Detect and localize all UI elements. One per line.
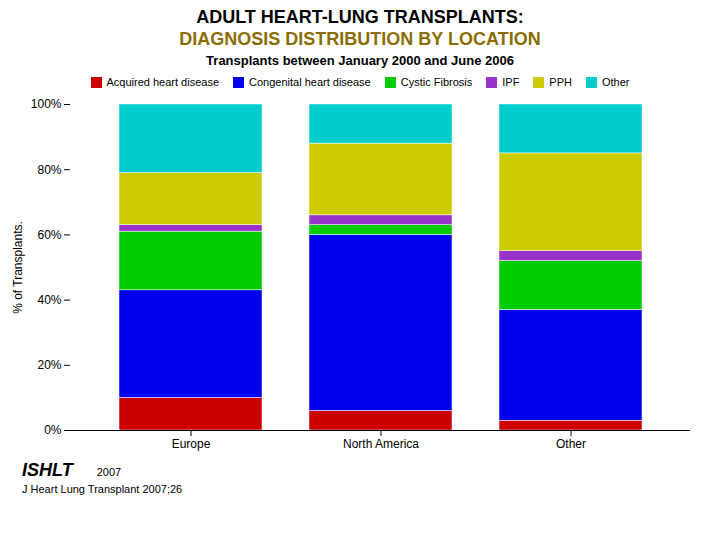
html-text:DIAGNOSIS DISTRIBUTION BY LOCA: DIAGNOSIS DISTRIBUTION BY LOCATION (179, 29, 541, 49)
html-text:2007: 2007 (96, 466, 122, 478)
html-text:Other: Other (602, 76, 630, 88)
html-text:Acquired heart disease: Acquired heart disease (106, 76, 219, 88)
svg-text:North America: North America (343, 437, 419, 451)
svg-text:60%: 60% (37, 228, 61, 242)
svg-text:0%: 0% (44, 423, 62, 437)
svg-text:100%: 100% (31, 97, 62, 111)
html-text:J Heart Lung Transplant 2007;2: J Heart Lung Transplant 2007;26 (22, 483, 183, 495)
svg-text:80%: 80% (37, 163, 61, 177)
html-text:ISHLT: ISHLT (22, 460, 73, 480)
html-text:PPH: PPH (549, 76, 572, 88)
svg-text:20%: 20% (37, 358, 61, 372)
svg-text:Other: Other (556, 437, 586, 451)
html-text:Congenital heart disease: Congenital heart disease (249, 76, 371, 88)
svg-text:% of Transplants.: % of Transplants. (11, 221, 25, 314)
svg-text:Europe: Europe (172, 437, 211, 451)
html-text:Cystic Fibrosis: Cystic Fibrosis (400, 76, 473, 88)
html-text:Transplants between January 20: Transplants between January 2000 and Jun… (206, 53, 514, 68)
svg-text:40%: 40% (37, 293, 61, 307)
html-text:IPF: IPF (502, 76, 520, 88)
html-text:ADULT HEART-LUNG TRANSPLANTS:: ADULT HEART-LUNG TRANSPLANTS: (196, 7, 524, 27)
